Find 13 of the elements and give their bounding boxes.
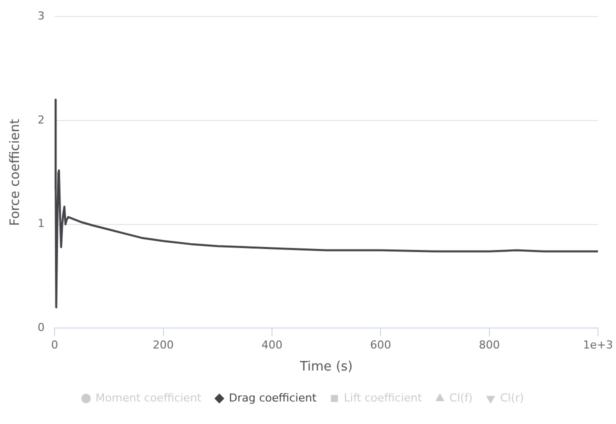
- legend-label: Drag coefficient: [228, 391, 318, 404]
- y-tick-label: 2: [38, 113, 45, 126]
- y-axis-title: Force coefficient: [8, 118, 24, 226]
- x-tick-label: 0: [51, 338, 58, 352]
- x-tick-label: 200: [152, 338, 174, 352]
- y-tick-label: 1: [38, 217, 45, 230]
- y-tick-label: 3: [38, 9, 45, 22]
- y-tick-label: 0: [38, 321, 45, 334]
- x-axis-title: Time (s): [298, 360, 353, 375]
- x-tick-label: 1e+3: [583, 338, 613, 352]
- x-tick-label: 600: [370, 338, 392, 352]
- x-tick-label: 400: [261, 338, 282, 352]
- x-tick-label: 800: [478, 338, 500, 352]
